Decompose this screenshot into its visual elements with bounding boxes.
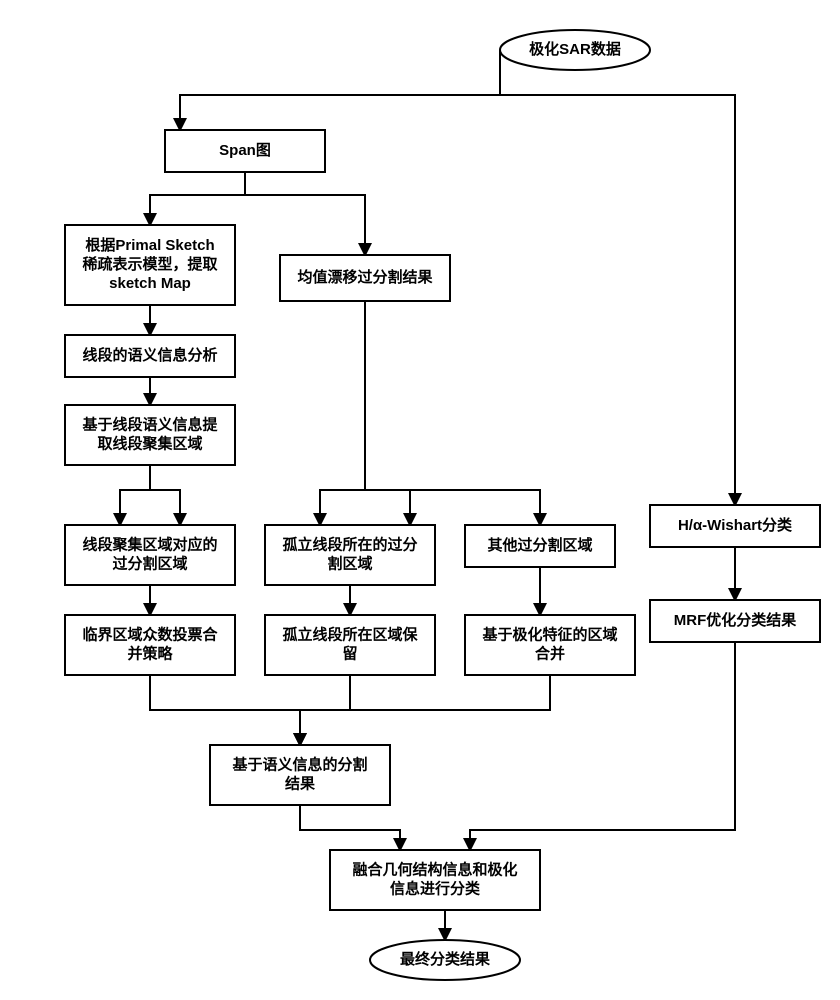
flow-node-label: 其他过分割区域: [487, 536, 592, 554]
flow-node-start: 极化SAR数据: [500, 30, 650, 70]
flow-edge: [150, 465, 180, 525]
flow-edge: [300, 805, 400, 850]
flow-node-aggover: 线段聚集区域对应的过分割区域: [65, 525, 235, 585]
flow-node-label: 信息进行分类: [390, 879, 481, 897]
flow-node-label: 基于语义信息的分割: [231, 755, 367, 773]
flow-edge: [365, 301, 540, 525]
flow-node-halpha: H/α-Wishart分类: [650, 505, 820, 547]
flow-node-label: sketch Map: [109, 275, 191, 292]
flow-node-label: 基于极化特征的区域: [481, 625, 617, 643]
flow-node-span: Span图: [165, 130, 325, 172]
flow-node-primal: 根据Primal Sketch稀疏表示模型，提取 sketch Map: [65, 225, 235, 305]
flow-node-end: 最终分类结果: [370, 940, 520, 980]
flow-node-extract: 基于线段语义信息提取线段聚集区域: [65, 405, 235, 465]
flow-node-vote: 临界区域众数投票合并策略: [65, 615, 235, 675]
flow-node-polmerge: 基于极化特征的区域合并: [465, 615, 635, 675]
flow-node-mrf: MRF优化分类结果: [650, 600, 820, 642]
flow-node-semseg: 基于语义信息的分割结果: [210, 745, 390, 805]
flow-node-label: 临界区域众数投票合: [82, 625, 218, 643]
flow-node-label: MRF优化分类结果: [674, 611, 797, 629]
flow-node-label: 合并: [534, 644, 565, 662]
flow-node-label: 最终分类结果: [400, 950, 491, 968]
flow-edge: [150, 675, 300, 745]
flow-node-label: 融合几何结构信息和极化: [352, 860, 517, 878]
flow-node-label: 割区域: [327, 554, 372, 572]
flow-edge: [320, 301, 365, 525]
flow-node-label: 留: [342, 644, 357, 662]
flow-edge: [300, 675, 550, 745]
flow-node-label: 均值漂移过分割结果: [297, 268, 433, 286]
flow-node-label: 稀疏表示模型，提取: [82, 255, 218, 273]
flow-edge: [150, 172, 245, 225]
flow-node-label: 结果: [285, 774, 316, 792]
flow-node-label: Span图: [219, 142, 271, 159]
flow-edge: [180, 50, 500, 130]
flowchart-canvas: 极化SAR数据 Span图根据Primal Sketch稀疏表示模型，提取 sket…: [0, 0, 840, 1000]
flow-node-label: 过分割区域: [112, 554, 187, 572]
flow-node-semantic: 线段的语义信息分析: [65, 335, 235, 377]
flow-node-label: 线段聚集区域对应的: [82, 535, 217, 553]
flow-node-meanshift: 均值漂移过分割结果: [280, 255, 450, 301]
flow-node-label: 孤立线段所在区域保: [282, 625, 418, 643]
flow-edge: [120, 465, 150, 525]
flow-node-isoover: 孤立线段所在的过分割区域: [265, 525, 435, 585]
flow-edge: [500, 50, 735, 505]
flow-node-label: 取线段聚集区域: [97, 434, 202, 452]
flow-node-label: 并策略: [127, 644, 173, 662]
flow-node-label: 孤立线段所在的过分: [282, 535, 417, 553]
flow-node-label: 基于线段语义信息提: [81, 415, 218, 433]
flow-node-label: 根据Primal Sketch: [85, 236, 214, 254]
flow-node-keep: 孤立线段所在区域保留: [265, 615, 435, 675]
flow-edge: [245, 172, 365, 255]
flow-node-label: H/α-Wishart分类: [678, 516, 793, 534]
flow-node-fuse: 融合几何结构信息和极化信息进行分类: [330, 850, 540, 910]
flow-node-label: 极化SAR数据: [529, 40, 621, 58]
flow-node-label: 线段的语义信息分析: [82, 346, 217, 364]
flow-edge: [365, 301, 410, 525]
flow-node-otherover: 其他过分割区域: [465, 525, 615, 567]
